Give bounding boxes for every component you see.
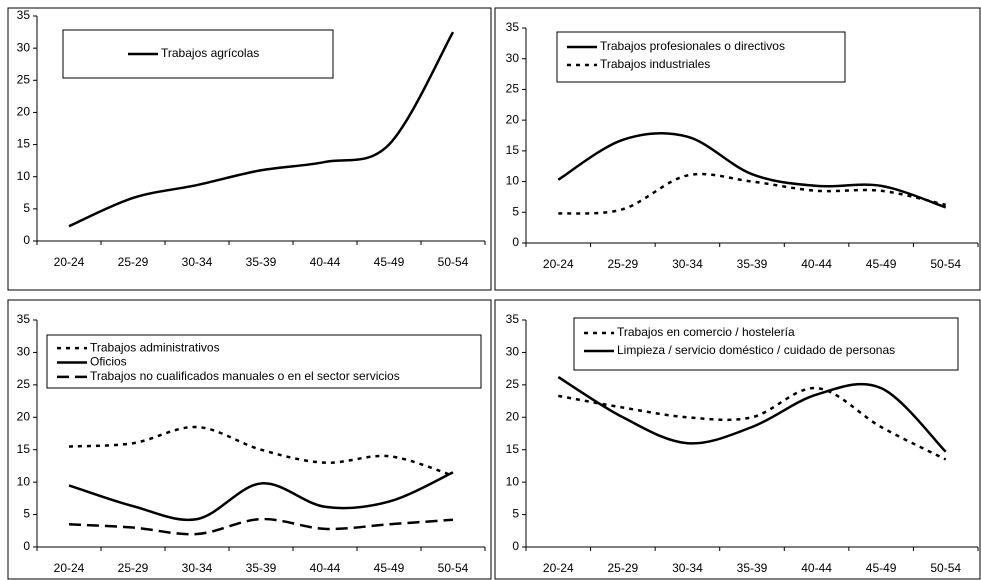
y-tick-label: 30 — [506, 51, 520, 65]
x-tick-label: 25-29 — [608, 257, 639, 271]
y-tick-label: 5 — [512, 204, 519, 218]
legend-label: Limpieza / servicio doméstico / cuidado … — [617, 343, 895, 357]
legend-label: Trabajos agrícolas — [161, 46, 259, 60]
legend-box — [573, 317, 959, 371]
y-tick-label: 35 — [17, 312, 31, 326]
legend-box — [62, 29, 334, 79]
legend-label: Trabajos no cualificados manuales o en e… — [90, 369, 400, 383]
y-tick-label: 25 — [506, 82, 520, 96]
x-tick-label: 30-34 — [672, 257, 703, 271]
legend-label: Oficios — [90, 355, 127, 369]
x-tick-label: 25-29 — [608, 561, 639, 575]
x-tick-label: 45-49 — [374, 561, 405, 575]
panel-border — [494, 7, 981, 291]
x-tick-label: 35-39 — [737, 257, 768, 271]
x-tick-label: 20-24 — [543, 561, 574, 575]
y-tick-label: 20 — [506, 112, 520, 126]
y-tick-label: 20 — [17, 409, 31, 423]
data-line — [557, 132, 947, 209]
legend-box — [46, 334, 482, 389]
x-tick-label: 35-39 — [246, 255, 277, 269]
y-tick-label: 5 — [512, 507, 519, 521]
x-tick-label: 30-34 — [672, 561, 703, 575]
y-tick-label: 5 — [23, 201, 30, 215]
y-tick-label: 25 — [506, 377, 520, 391]
y-tick-label: 25 — [17, 377, 31, 391]
y-tick-label: 30 — [506, 345, 520, 359]
data-line — [558, 172, 946, 215]
x-tick-label: 45-49 — [866, 257, 897, 271]
legend-label: Trabajos profesionales o directivos — [600, 39, 785, 53]
y-tick-label: 0 — [512, 235, 519, 249]
data-line — [68, 425, 454, 477]
y-tick-label: 15 — [506, 442, 520, 456]
data-line — [68, 517, 454, 536]
data-line — [558, 386, 947, 461]
legend-label: Trabajos industriales — [600, 57, 710, 71]
y-tick-label: 0 — [23, 539, 30, 553]
x-tick-label: 50-54 — [930, 257, 961, 271]
x-tick-label: 25-29 — [118, 255, 149, 269]
x-tick-label: 40-44 — [801, 257, 832, 271]
x-tick-label: 30-34 — [182, 255, 213, 269]
x-tick-label: 50-54 — [438, 561, 469, 575]
legend-label: Trabajos administrativos — [90, 340, 220, 354]
x-tick-label: 30-34 — [182, 561, 213, 575]
x-tick-label: 40-44 — [310, 255, 341, 269]
x-tick-label: 20-24 — [54, 255, 85, 269]
x-tick-label: 35-39 — [737, 561, 768, 575]
y-tick-label: 15 — [17, 442, 31, 456]
y-tick-label: 10 — [17, 474, 31, 488]
x-tick-label: 45-49 — [866, 561, 897, 575]
y-tick-label: 20 — [17, 105, 31, 119]
y-tick-label: 0 — [23, 233, 30, 247]
y-tick-label: 30 — [17, 345, 31, 359]
y-tick-label: 35 — [506, 312, 520, 326]
panel-border — [494, 299, 981, 580]
x-tick-label: 50-54 — [438, 255, 469, 269]
y-tick-label: 20 — [506, 409, 520, 423]
data-line — [68, 31, 455, 228]
y-tick-label: 10 — [506, 174, 520, 188]
x-tick-label: 40-44 — [801, 561, 832, 575]
data-line — [68, 471, 454, 522]
data-line — [557, 376, 947, 453]
y-tick-label: 5 — [23, 507, 30, 521]
x-tick-label: 45-49 — [374, 255, 405, 269]
panel-border — [7, 299, 492, 580]
legend-box — [556, 31, 846, 83]
y-tick-label: 10 — [506, 474, 520, 488]
y-tick-label: 35 — [506, 20, 520, 34]
y-tick-label: 25 — [17, 72, 31, 86]
y-tick-label: 0 — [512, 539, 519, 553]
y-tick-label: 30 — [17, 40, 31, 54]
y-tick-label: 15 — [506, 143, 520, 157]
y-tick-label: 10 — [17, 169, 31, 183]
legend-label: Trabajos en comercio / hostelería — [617, 325, 795, 339]
x-tick-label: 50-54 — [930, 561, 961, 575]
y-tick-label: 15 — [17, 137, 31, 151]
x-tick-label: 20-24 — [54, 561, 85, 575]
x-tick-label: 35-39 — [246, 561, 277, 575]
x-tick-label: 20-24 — [543, 257, 574, 271]
panel-border — [7, 7, 492, 291]
x-tick-label: 40-44 — [310, 561, 341, 575]
y-tick-label: 35 — [17, 8, 31, 22]
x-tick-label: 25-29 — [118, 561, 149, 575]
